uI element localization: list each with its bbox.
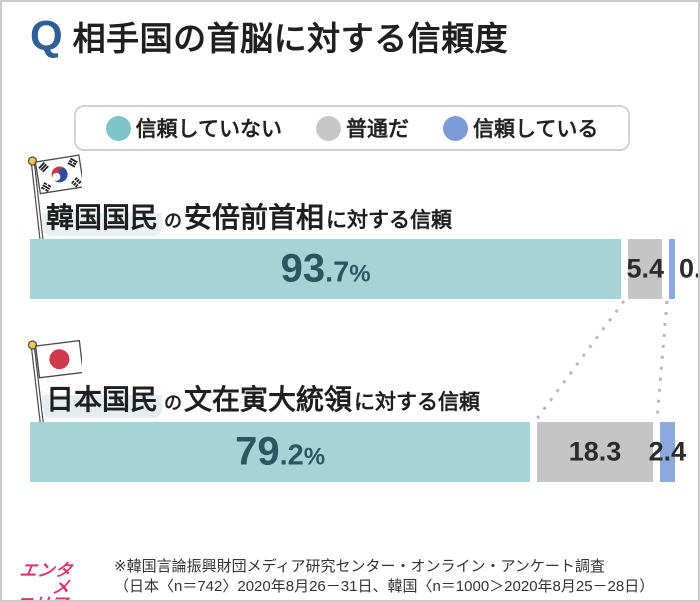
section-heading-korea: 韓国国民 の 安倍前首相 に対する信頼 [42, 196, 452, 236]
value-int: 79 [235, 429, 280, 474]
heading-subject: 日本国民 [42, 378, 163, 418]
value-unit: % [303, 443, 326, 471]
page-title: 相手国の首脳に対する信頼度 [72, 20, 509, 57]
logo-line1: エンタメ [18, 561, 74, 597]
gray-circle-icon [316, 115, 341, 141]
legend-item-trust: 信頼している [443, 113, 598, 143]
japan-flag-icon [27, 339, 82, 425]
bar-segment-not-trust: 93.7% [30, 239, 622, 299]
value-unit: % [349, 260, 371, 288]
value-int: 93 [280, 246, 326, 291]
heading-suffix: に対する信頼 [326, 209, 453, 232]
bar-segment-neutral: 18.3 [537, 422, 653, 482]
question-mark-label: Q [30, 12, 63, 59]
heading-subject: 韓国国民 [42, 196, 163, 236]
bar-row-korea: 93.7% 5.4 0.9 [30, 239, 698, 299]
legend: 信頼していない 普通だ 信頼している [74, 105, 630, 151]
legend-label: 普通だ [346, 118, 409, 141]
value-label-main: 93.7% [281, 247, 371, 292]
heading-particle: の [164, 393, 183, 413]
heading-suffix: に対する信頼 [354, 391, 481, 414]
value-label-neutral: 5.4 [626, 253, 665, 284]
value-dec: .7 [325, 256, 350, 289]
footnote-line1: ※韓国言論振興財団メディア研究センター・オンライン・アンケート調査 [114, 558, 605, 575]
bar-segment-not-trust: 79.2% [30, 422, 531, 482]
value-label-neutral: 18.3 [568, 436, 622, 467]
legend-label: 信頼していない [135, 118, 282, 141]
value-label-trust: 2.4 [648, 436, 687, 467]
teal-circle-icon [105, 115, 131, 141]
legend-label: 信頼している [473, 118, 599, 141]
legend-item-not-trust: 信頼していない [105, 113, 282, 143]
section-heading-japan: 日本国民 の 文在寅大統領 に対する信頼 [42, 378, 480, 418]
value-label-main: 79.2% [235, 430, 325, 475]
blue-circle-icon [443, 115, 468, 141]
bar-segment-trust: 0.9 [669, 239, 698, 299]
value-label-trust: 0.9 [679, 253, 698, 284]
bar-segment-neutral: 5.4 [626, 239, 665, 299]
footnote-line2: （日本〈n＝742〉2020年8月26－31日、韓国〈n＝1000＞2020年8… [114, 578, 655, 596]
bar-row-japan: 79.2% 18.3 2.4 [30, 422, 686, 482]
legend-item-neutral: 普通だ [316, 113, 409, 143]
value-dec: .2 [279, 439, 304, 472]
heading-object: 文在寅大統領 [184, 384, 353, 415]
heading-object: 安倍前首相 [184, 202, 325, 233]
entame-korea-logo: エンタメ コリア [6, 561, 74, 600]
korea-flag-icon [27, 154, 82, 244]
source-footnote: ※韓国言論振興財団メディア研究センター・オンライン・アンケート調査 （日本〈n＝… [114, 557, 694, 598]
logo-line2: コリア [6, 595, 69, 600]
bar-segment-trust: 2.4 [649, 422, 686, 482]
heading-particle: の [164, 211, 183, 231]
title-row: Q 相手国の首脳に対する信頼度 [30, 15, 508, 58]
